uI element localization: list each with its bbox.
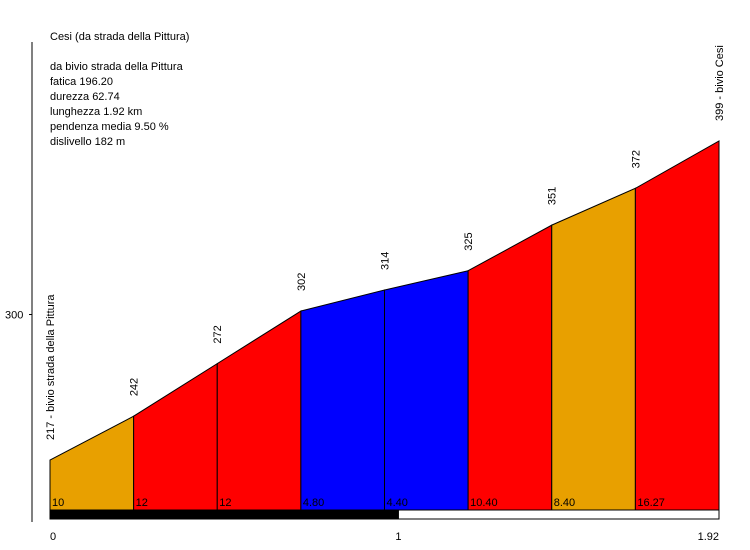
x-tick-label: 1.92: [698, 531, 719, 543]
altitude-label: 217 - bivio strada della Pittura: [45, 294, 57, 440]
segment-gradient-label: 12: [219, 497, 231, 509]
segment-gradient-label: 10.40: [470, 497, 498, 509]
scale-bar-black: [49, 509, 399, 520]
profile-segment-6: [467, 224, 553, 511]
chart-title: Cesi (da strada della Pittura): [50, 31, 190, 43]
stat-durezza: durezza 62.74: [50, 91, 120, 103]
segment-gradient-label: 8.40: [554, 497, 575, 509]
altitude-label: 351: [547, 187, 559, 205]
scale-bar-white: [397, 509, 720, 520]
profile-segment-5: [384, 270, 469, 511]
profile-segment-3: [216, 310, 302, 511]
altitude-label: 272: [212, 325, 224, 343]
altitude-label: 314: [380, 252, 392, 270]
profile-segment-7: [551, 187, 636, 511]
segment-gradient-label: 4.80: [303, 497, 324, 509]
stat-pendenza: pendenza media 9.50 %: [50, 121, 169, 133]
y-tick-label: 300: [5, 310, 23, 322]
altitude-label: 302: [296, 273, 308, 291]
x-tick-label: 1: [395, 531, 401, 543]
profile-segment-8: [634, 140, 720, 511]
stats-block: da bivio strada della Pittura fatica 196…: [50, 60, 183, 150]
profile-segment-4: [300, 289, 385, 511]
altitude-label: 372: [630, 150, 642, 168]
stat-dislivello: dislivello 182 m: [50, 136, 126, 148]
altitude-label: 242: [129, 378, 141, 396]
profile-segment-1: [49, 415, 135, 511]
segment-gradient-label: 12: [136, 497, 148, 509]
stat-lunghezza: lunghezza 1.92 km: [50, 106, 143, 118]
x-tick-label: 0: [50, 531, 56, 543]
stat-start: da bivio strada della Pittura: [50, 61, 183, 73]
segment-gradient-label: 16.27: [637, 497, 665, 509]
stat-fatica: fatica 196.20: [50, 76, 113, 88]
segment-gradient-label: 10: [52, 497, 64, 509]
segment-gradient-label: 4.40: [387, 497, 408, 509]
altitude-label: 399 - bivio Cesi: [714, 45, 726, 121]
altitude-label: 325: [463, 232, 475, 250]
profile-segment-2: [133, 362, 218, 511]
